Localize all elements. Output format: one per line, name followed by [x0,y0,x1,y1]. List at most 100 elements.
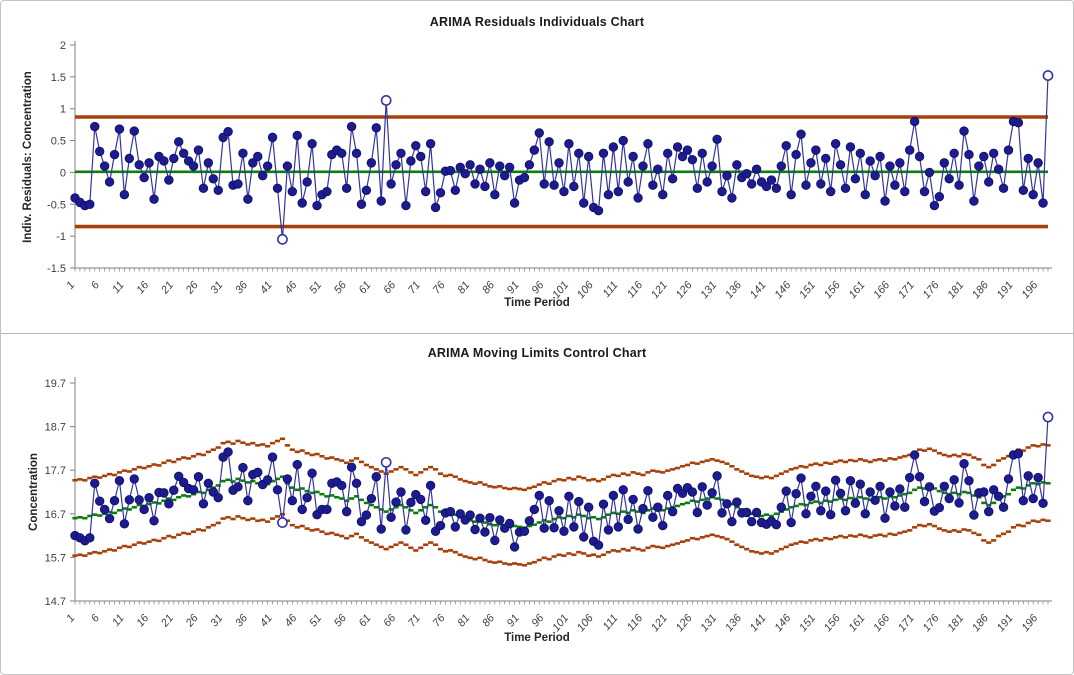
svg-text:41: 41 [258,612,275,629]
data-point [470,179,480,189]
out-of-control-point [277,233,288,245]
svg-text:1: 1 [60,104,66,116]
svg-text:6: 6 [89,612,103,625]
data-point [396,487,406,497]
svg-text:161: 161 [847,612,868,634]
svg-text:186: 186 [970,612,992,634]
data-point [830,139,841,149]
data-point [865,487,875,497]
data-point [766,175,777,185]
data-point [924,482,935,492]
data-point [687,487,698,497]
data-point [984,506,994,517]
data-point [880,513,890,523]
data-point [574,496,584,507]
data-point [504,162,515,173]
moving-limits-control-chart[interactable]: 19.718.717.716.715.714.71 6 11 16 21 26 31 36 41… [1,334,1073,674]
data-points[interactable] [70,411,1054,552]
svg-text:156: 156 [822,612,844,634]
data-point [974,161,984,171]
data-point [697,148,707,159]
data-point [544,496,554,506]
data-point [544,137,554,147]
svg-text:56: 56 [332,612,350,630]
data-point [712,471,722,481]
data-point [934,191,945,202]
data-point [257,170,268,181]
data-point [248,158,258,168]
data-point [564,139,574,149]
svg-text:1.5: 1.5 [51,72,66,84]
data-point [470,524,480,535]
data-point [282,474,293,484]
data-point [988,148,999,159]
data-point [969,510,979,520]
data-line[interactable] [74,75,1049,240]
data-point [144,492,154,503]
data-point [583,151,594,162]
data-point [193,145,204,155]
data-point [164,499,174,509]
data-point [835,160,846,170]
data-points[interactable] [70,70,1054,245]
data-point [860,190,870,200]
data-point [198,499,209,509]
residuals-x-axis-label: Time Period [504,297,570,309]
data-point [672,142,683,152]
data-point [559,186,569,197]
data-point [322,186,332,197]
data-point [796,473,806,483]
data-point [727,516,737,527]
data-point [583,502,594,512]
svg-text:1: 1 [64,612,77,624]
data-point [169,153,179,164]
data-point [702,500,712,510]
data-point [658,520,668,531]
data-point [742,169,752,179]
data-point [420,186,431,197]
data-point [99,504,110,515]
data-point [302,492,312,503]
data-point [638,503,648,514]
svg-text:181: 181 [945,612,966,634]
data-point [598,499,609,509]
data-point [934,502,945,513]
data-point [480,181,490,192]
data-point [524,516,535,526]
data-point [732,497,742,507]
data-point [1013,118,1024,128]
data-point [751,507,762,518]
svg-text:76: 76 [431,612,449,630]
data-point [801,180,811,190]
svg-text:146: 146 [772,612,794,634]
data-point [376,196,386,206]
svg-text:19.7: 19.7 [45,378,66,390]
data-point [351,478,362,488]
moving-limits-chart-title: ARIMA Moving Limits Control Chart [427,346,647,360]
data-point [178,148,189,159]
data-point [732,160,742,170]
data-point [490,190,500,200]
data-point [816,179,826,189]
x-minor-ticks [74,601,1049,605]
data-point [267,452,278,462]
out-of-control-point [1042,411,1054,423]
data-point [781,486,791,496]
svg-text:81: 81 [455,612,472,629]
residuals-individuals-chart[interactable]: 21.510.50-0.5-1-1.51 6 11 16 21 26 31 36 41 46 51 5… [1,1,1073,333]
data-point [529,145,540,155]
data-point [287,496,298,506]
data-point [85,199,95,209]
data-point [416,151,426,162]
data-point [643,139,653,149]
data-point [519,526,530,536]
svg-text:26: 26 [183,612,201,631]
data-point [361,510,372,520]
data-point [855,479,866,489]
data-point [825,186,836,197]
data-point [890,501,900,511]
data-point [979,487,989,497]
svg-text:14.7: 14.7 [45,596,66,608]
data-point [870,495,880,505]
data-point [608,490,619,501]
